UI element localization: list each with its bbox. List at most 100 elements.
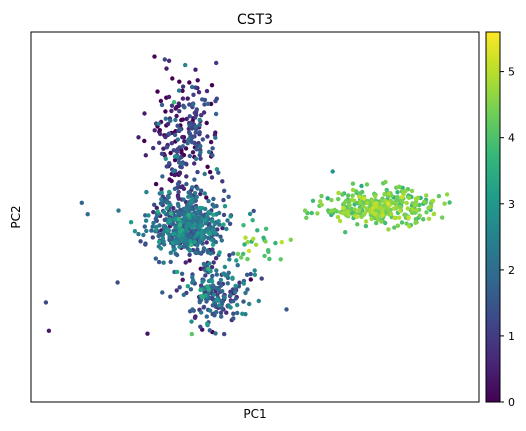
data-point (243, 290, 248, 296)
data-point (175, 181, 181, 187)
data-point (358, 200, 363, 205)
data-point (196, 90, 202, 95)
data-point (242, 242, 247, 247)
data-point (115, 280, 120, 285)
data-point (171, 247, 176, 253)
data-point (216, 170, 221, 175)
data-point (177, 244, 182, 249)
data-point (173, 217, 178, 222)
data-point (406, 215, 411, 220)
data-point (182, 105, 187, 110)
data-point (413, 196, 419, 201)
data-point (241, 251, 246, 257)
data-point (202, 191, 207, 196)
data-point (163, 109, 168, 114)
data-point (210, 146, 215, 151)
data-point (302, 208, 308, 213)
data-point (161, 146, 166, 151)
data-point (171, 206, 176, 211)
data-point (185, 242, 190, 247)
data-point (231, 298, 236, 304)
data-point (189, 242, 194, 248)
data-point (151, 220, 156, 226)
data-point (380, 213, 385, 218)
data-point (155, 89, 160, 94)
data-point (206, 226, 211, 231)
data-point (168, 250, 173, 255)
data-point (199, 234, 204, 240)
data-point (198, 324, 203, 329)
data-point (392, 225, 397, 230)
data-point (190, 185, 195, 190)
data-point (177, 171, 183, 176)
data-point (266, 249, 271, 254)
data-point (404, 221, 409, 226)
data-point (399, 194, 405, 200)
data-point (199, 230, 205, 235)
data-point (213, 111, 219, 117)
data-point (132, 229, 138, 234)
data-point (202, 102, 207, 107)
data-point (183, 146, 189, 151)
data-point (209, 83, 215, 88)
data-point (186, 205, 192, 210)
data-point (142, 111, 147, 116)
data-point (184, 116, 189, 122)
data-point (168, 211, 174, 216)
data-point (161, 209, 167, 215)
data-point (360, 204, 366, 209)
data-point (394, 201, 399, 207)
data-point (207, 261, 212, 266)
data-point (222, 204, 228, 209)
data-point (159, 102, 165, 108)
data-point (180, 277, 185, 282)
data-point (186, 212, 191, 218)
data-point (221, 197, 226, 203)
data-point (197, 205, 203, 211)
data-point (204, 88, 210, 94)
data-point (404, 200, 409, 206)
data-point (188, 233, 193, 239)
data-point (43, 300, 49, 305)
data-point (197, 130, 202, 135)
data-point (187, 252, 192, 257)
data-point (228, 293, 233, 298)
data-point (208, 308, 213, 313)
data-point (251, 208, 256, 214)
data-point (179, 161, 185, 167)
data-point (380, 209, 385, 214)
data-point (383, 205, 388, 211)
data-point (159, 187, 164, 192)
data-point (180, 144, 186, 149)
data-point (173, 251, 178, 256)
data-point (329, 208, 334, 214)
data-point (169, 108, 174, 114)
data-point (216, 287, 221, 292)
data-point (166, 58, 172, 63)
data-point (440, 215, 445, 220)
data-point (154, 205, 159, 211)
data-point (315, 211, 320, 216)
data-point (365, 200, 370, 206)
data-point (188, 239, 193, 244)
data-point (202, 218, 207, 223)
data-point (196, 250, 202, 255)
data-point (177, 229, 183, 234)
data-point (405, 206, 410, 211)
data-point (386, 227, 391, 232)
data-point (184, 174, 189, 179)
data-point (158, 131, 163, 137)
data-point (205, 101, 211, 107)
data-point (309, 210, 314, 216)
data-point (214, 309, 219, 315)
data-point (219, 306, 225, 311)
data-point (259, 276, 264, 281)
data-point (211, 212, 216, 217)
data-point (386, 191, 391, 196)
data-point (235, 310, 240, 316)
data-point (189, 126, 195, 131)
data-point (231, 316, 236, 321)
data-point (141, 232, 146, 238)
data-point (160, 290, 165, 295)
data-point (174, 149, 180, 154)
